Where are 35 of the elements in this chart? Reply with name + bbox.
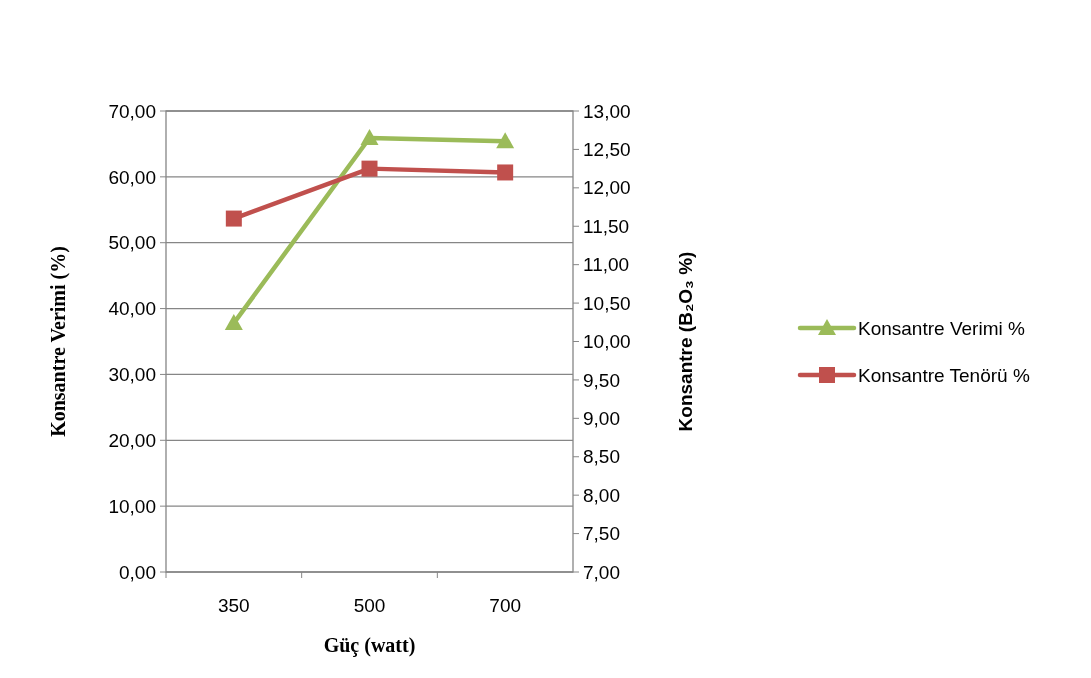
y-tick-label: 30,00 bbox=[108, 364, 156, 386]
legend-label: Konsantre Tenörü % bbox=[858, 364, 1030, 386]
y2-tick-label: 10,50 bbox=[583, 292, 631, 314]
y-tick-label: 0,00 bbox=[119, 561, 156, 583]
y-tick-label: 10,00 bbox=[108, 495, 156, 517]
point bbox=[497, 164, 514, 181]
y-tick-label: 70,00 bbox=[108, 100, 156, 122]
y2-tick-label: 7,00 bbox=[583, 561, 620, 583]
y-axis-title: Konsantre Verimi (%) bbox=[47, 246, 70, 437]
y2-tick-label: 7,50 bbox=[583, 523, 620, 545]
y2-tick-label: 12,00 bbox=[583, 177, 631, 199]
y-tick-label: 50,00 bbox=[108, 232, 156, 254]
y-tick-label: 20,00 bbox=[108, 429, 156, 451]
x-tick-label: 350 bbox=[217, 595, 250, 616]
x-tick-label: 700 bbox=[489, 595, 522, 616]
x-tick-label: 500 bbox=[353, 595, 386, 616]
y2-tick-label: 11,00 bbox=[583, 254, 630, 276]
point bbox=[224, 314, 243, 331]
y2-axis-title: Konsantre (B₂O₃ %) bbox=[675, 251, 696, 432]
y-tick-label: 40,00 bbox=[108, 298, 156, 320]
y2-tick-label: 10,00 bbox=[583, 331, 631, 353]
x-axis-title: Güç (watt) bbox=[323, 634, 416, 657]
point bbox=[225, 210, 242, 227]
y2-tick-label: 8,50 bbox=[583, 446, 620, 468]
y2-tick-label: 8,00 bbox=[583, 484, 620, 506]
legend-label: Konsantre Verimi % bbox=[858, 317, 1025, 339]
point bbox=[361, 160, 378, 177]
y2-tick-label: 13,00 bbox=[583, 100, 631, 122]
y2-tick-label: 9,00 bbox=[583, 407, 620, 429]
point bbox=[496, 132, 515, 149]
y2-tick-label: 9,50 bbox=[583, 369, 620, 391]
y2-tick-label: 11,50 bbox=[583, 215, 630, 237]
point bbox=[360, 129, 379, 145]
y2-tick-label: 12,50 bbox=[583, 139, 631, 161]
y-tick-label: 60,00 bbox=[108, 166, 156, 188]
